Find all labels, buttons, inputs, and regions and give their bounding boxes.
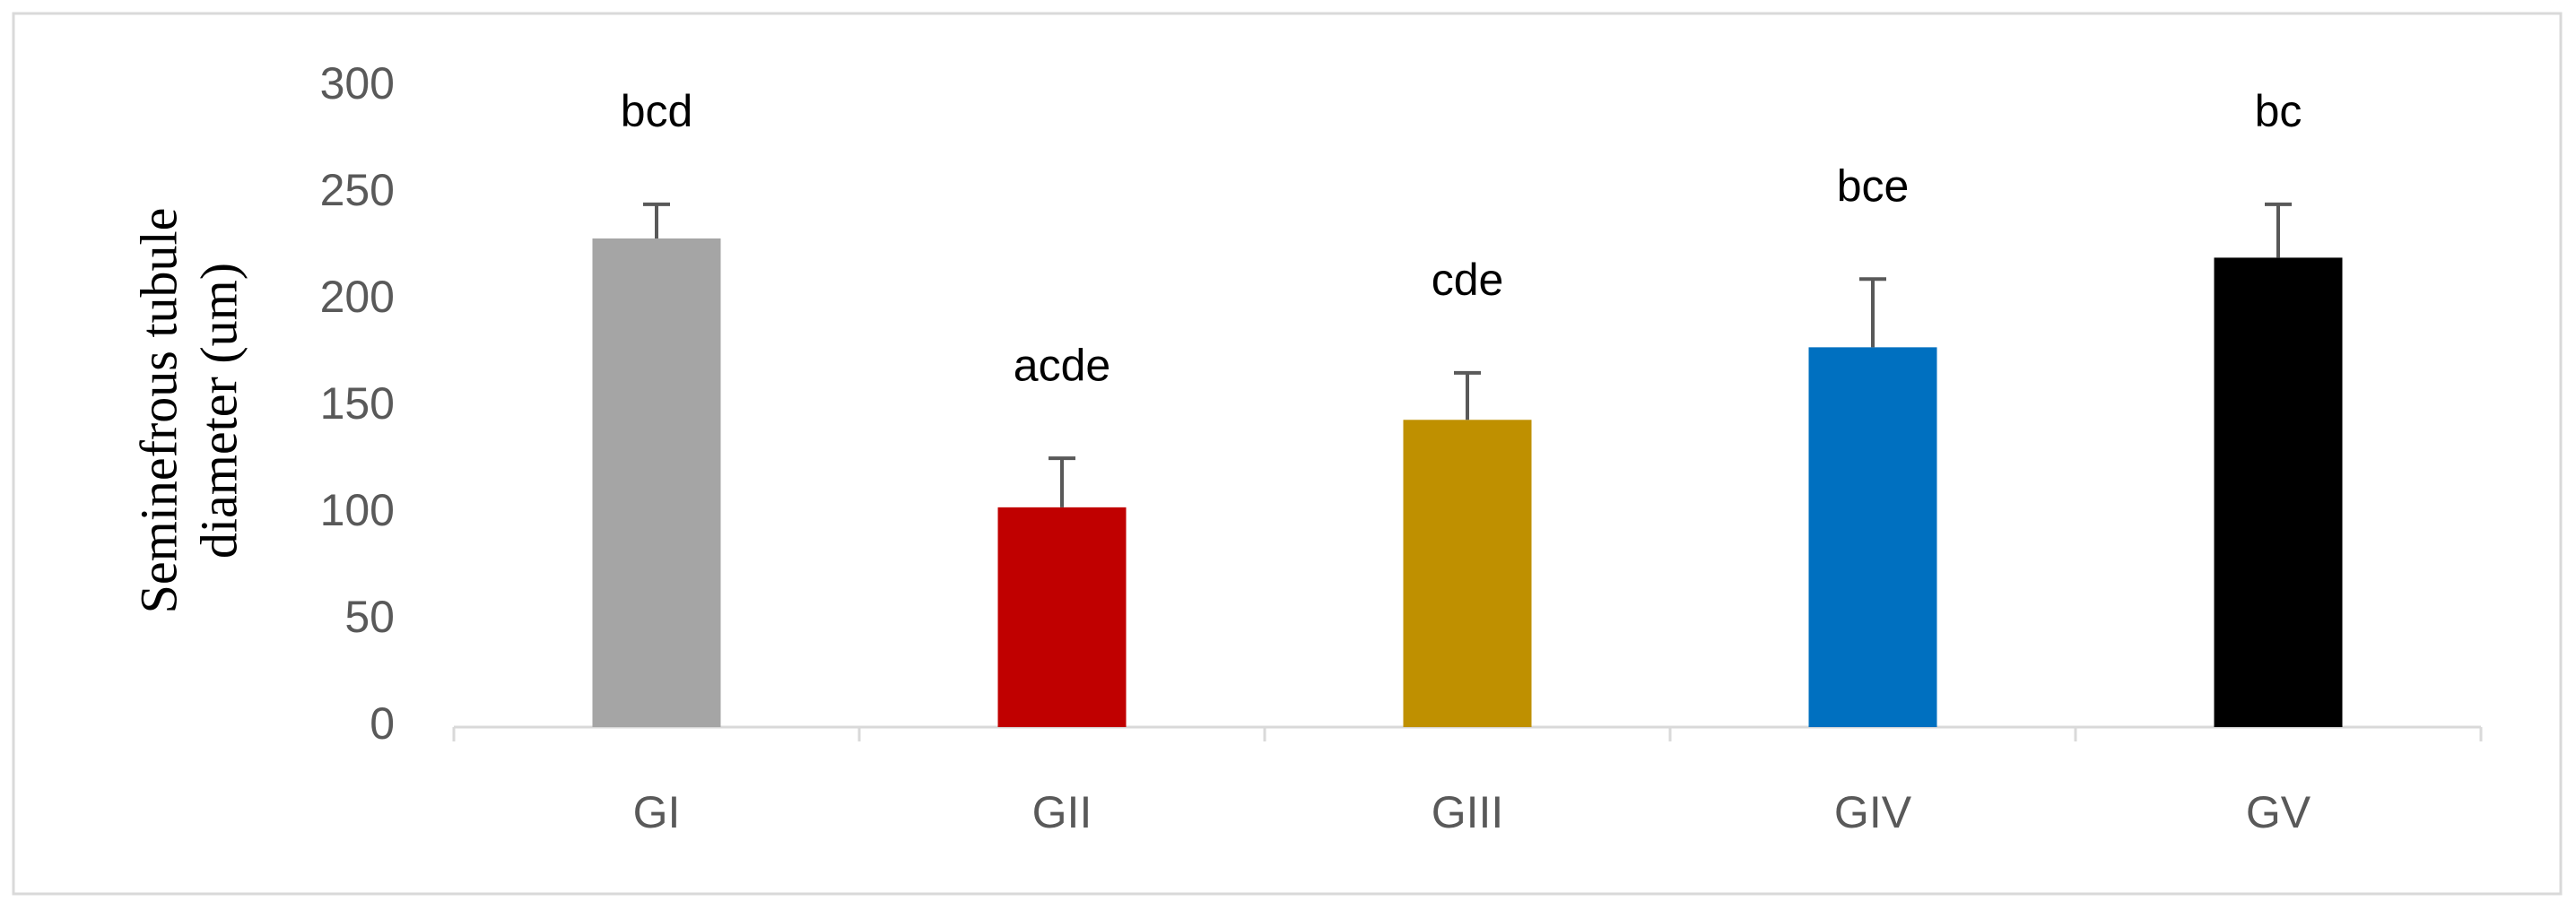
significance-label: cde [1432, 255, 1504, 305]
error-bar [1859, 277, 1886, 348]
x-tick-label: GV [2246, 787, 2311, 837]
significance-label: bcd [621, 86, 693, 136]
bar [1403, 420, 1532, 727]
significance-label: bc [2255, 86, 2302, 136]
x-tick-label: GIV [1834, 787, 1912, 837]
y-tick-label: 0 [370, 698, 395, 749]
bar [997, 507, 1127, 727]
significance-label: acde [1014, 340, 1110, 390]
error-bar [1049, 456, 1075, 507]
y-tick-label: 50 [344, 592, 395, 642]
y-tick-label: 300 [320, 58, 395, 108]
y-axis-title: Seminefrous tubule [129, 208, 187, 614]
error-bar [643, 202, 670, 238]
bar [2214, 257, 2343, 727]
y-axis-title: diameter (um) [189, 263, 248, 559]
chart-frame [12, 12, 2563, 896]
error-bar [2265, 202, 2292, 258]
error-bar [1454, 370, 1481, 420]
y-tick-label: 250 [320, 165, 395, 215]
y-tick-label: 200 [320, 272, 395, 322]
bar [592, 238, 721, 728]
x-tick-label: GIII [1432, 787, 1504, 837]
x-tick-label: GII [1032, 787, 1092, 837]
significance-label: bce [1837, 160, 1910, 211]
bar [1808, 347, 1937, 727]
y-tick-label: 150 [320, 378, 395, 429]
y-tick-label: 100 [320, 485, 395, 535]
x-tick-label: GI [633, 787, 681, 837]
